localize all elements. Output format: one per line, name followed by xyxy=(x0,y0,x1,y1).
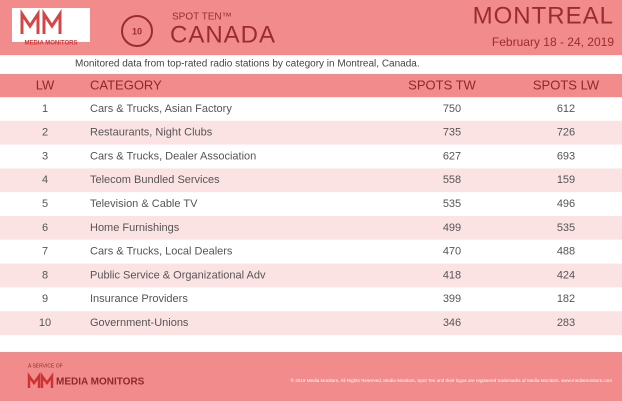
table-cell: 159 xyxy=(557,174,575,186)
table-cell: Public Service & Organizational Adv xyxy=(90,269,266,281)
country: CANADA xyxy=(170,21,276,48)
badge-text: 10 xyxy=(132,26,142,36)
table-cell: 399 xyxy=(443,293,461,305)
logo-icon xyxy=(20,9,62,34)
table-cell: Cars & Trucks, Asian Factory xyxy=(90,103,232,115)
table-cell: 8 xyxy=(42,269,48,281)
table-cell: 470 xyxy=(443,246,461,258)
table-cell: 346 xyxy=(443,317,461,329)
table-cell: 735 xyxy=(443,127,461,139)
table-cell: 693 xyxy=(557,150,575,162)
table-cell: 283 xyxy=(557,317,575,329)
copyright: © 2019 Media Monitors. All Rights Reserv… xyxy=(291,377,613,383)
table-cell: 10 xyxy=(39,317,51,329)
table-cell: 488 xyxy=(557,246,575,258)
table-cell: 535 xyxy=(557,222,575,234)
table-cell: 535 xyxy=(443,198,461,210)
column-header: SPOTS TW xyxy=(408,77,476,92)
table-cell: 5 xyxy=(42,198,48,210)
footer-logo-icon xyxy=(27,372,54,388)
column-header: SPOTS LW xyxy=(533,77,600,92)
table-cell: Cars & Trucks, Dealer Association xyxy=(90,150,256,162)
table-cell: 424 xyxy=(557,269,575,281)
footer-logo: MEDIA MONITORS xyxy=(56,377,145,388)
column-header-band xyxy=(0,74,622,97)
dates: February 18 - 24, 2019 xyxy=(492,35,614,49)
table-cell: 499 xyxy=(443,222,461,234)
column-header: LW xyxy=(36,77,55,92)
table-row xyxy=(0,239,622,264)
table-cell: 627 xyxy=(443,150,461,162)
table-cell: 182 xyxy=(557,293,575,305)
table-cell: Restaurants, Night Clubs xyxy=(90,127,213,139)
table-cell: 418 xyxy=(443,269,461,281)
table-cell: 2 xyxy=(42,127,48,139)
table-cell: 558 xyxy=(443,174,461,186)
table-cell: Telecom Bundled Services xyxy=(90,174,220,186)
footer-band xyxy=(0,352,622,401)
table-cell: Home Furnishings xyxy=(90,222,180,234)
table-row xyxy=(0,144,622,169)
table-cell: Government-Unions xyxy=(90,317,189,329)
brand: SPOT TEN™ xyxy=(172,12,232,23)
table-cell: 4 xyxy=(42,174,48,186)
table-row xyxy=(0,192,622,216)
table-cell: 496 xyxy=(557,198,575,210)
column-header: CATEGORY xyxy=(90,77,162,92)
table-cell: 750 xyxy=(443,103,461,115)
table-cell: 6 xyxy=(42,222,48,234)
table-row xyxy=(0,311,622,335)
table-cell: 612 xyxy=(557,103,575,115)
table-cell: 1 xyxy=(42,103,48,115)
header-band xyxy=(0,0,622,55)
table-cell: 7 xyxy=(42,246,48,258)
footer-service: A SERVICE OF xyxy=(28,363,63,369)
logo-text: MEDIA MONITORS xyxy=(24,41,77,47)
table-row xyxy=(0,120,622,145)
table-cell: Television & Cable TV xyxy=(90,198,198,210)
badge-circle xyxy=(121,15,153,47)
table-row xyxy=(0,216,622,240)
table-cell: 9 xyxy=(42,293,48,305)
table-row xyxy=(0,263,622,288)
subtitle: Monitored data from top-rated radio stat… xyxy=(75,59,420,70)
table-row xyxy=(0,168,622,193)
table-row xyxy=(0,97,622,121)
table-cell: 726 xyxy=(557,127,575,139)
city: MONTREAL xyxy=(473,2,614,29)
table-row xyxy=(0,287,622,312)
table-cell: 3 xyxy=(42,150,48,162)
table-cell: Insurance Providers xyxy=(90,293,188,305)
table-cell: Cars & Trucks, Local Dealers xyxy=(90,246,233,258)
